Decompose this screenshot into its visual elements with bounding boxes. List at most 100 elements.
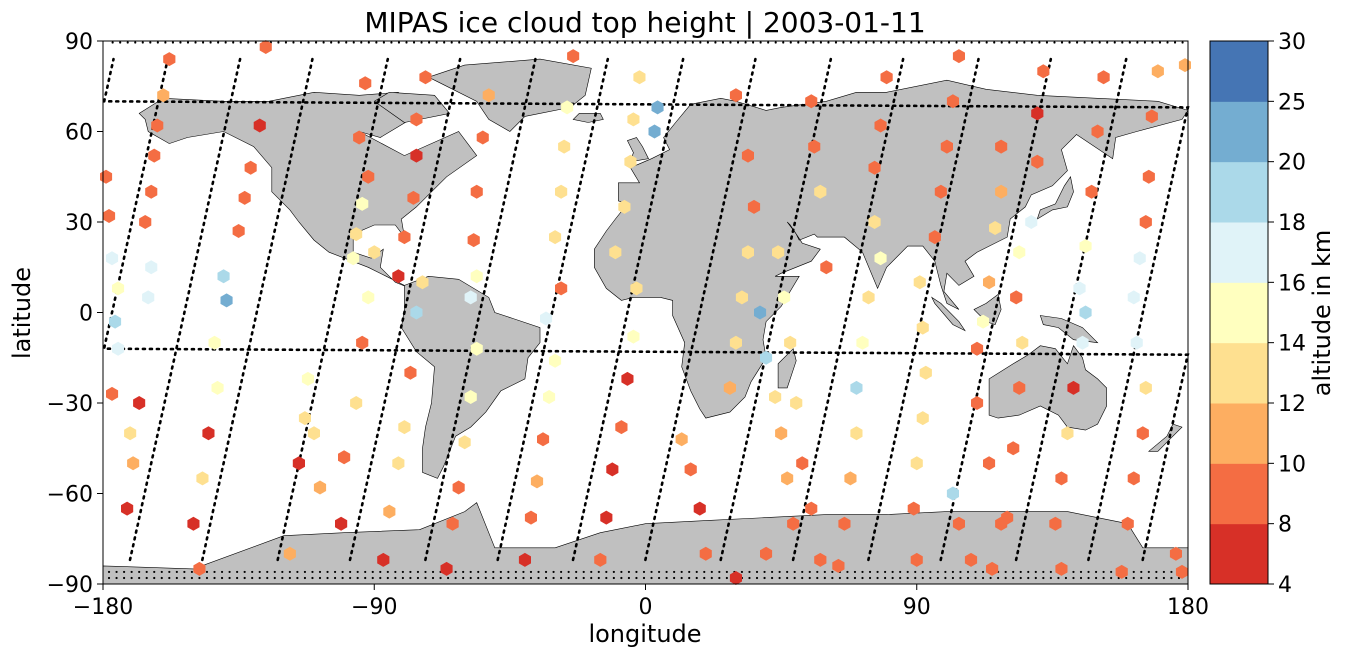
track-dot: [473, 41, 476, 44]
track-dot: [650, 570, 653, 574]
track-dot: [164, 41, 167, 44]
track-dot: [522, 570, 525, 574]
track-dot: [763, 570, 766, 574]
track-dot: [458, 41, 461, 44]
cloud-top-marker: [1001, 510, 1014, 525]
track-dot: [1181, 41, 1184, 44]
track-dot: [360, 41, 363, 44]
track-dot: [431, 576, 435, 580]
cloud-top-marker: [971, 396, 984, 410]
track-dot: [179, 41, 182, 44]
track-dot: [978, 41, 981, 44]
track-dot: [333, 576, 337, 580]
colorbar-tick-label: 20: [1278, 151, 1306, 176]
track-dot: [567, 576, 570, 580]
orbit-track: [496, 57, 610, 562]
orbit-track: [201, 57, 314, 562]
track-dot: [1136, 41, 1139, 44]
track-dot: [552, 576, 555, 580]
cloud-top-marker: [464, 390, 477, 404]
y-tick-label: 60: [65, 121, 93, 146]
cloud-top-marker: [350, 227, 363, 242]
track-dot: [819, 41, 823, 44]
y-tick-label: −90: [47, 573, 93, 598]
cloud-top-marker: [814, 552, 827, 567]
cloud-top-marker: [1136, 426, 1149, 441]
cloud-top-marker: [820, 260, 833, 275]
track-dot: [853, 570, 857, 574]
orbit-track: [102, 57, 1190, 562]
track-dot: [341, 570, 344, 574]
cloud-top-marker: [1115, 564, 1128, 579]
cloud-top-marker: [187, 516, 200, 531]
track-dot: [590, 570, 593, 574]
y-tick-label: 0: [79, 302, 93, 327]
cloud-top-marker: [940, 139, 953, 154]
cloud-top-marker: [142, 290, 155, 305]
track-dot: [409, 576, 412, 580]
cloud-top-marker: [772, 245, 785, 260]
orbit-track: [571, 57, 685, 562]
cloud-top-marker: [1073, 281, 1086, 296]
track-dot: [507, 576, 510, 580]
track-dot: [1079, 570, 1083, 574]
track-dot: [1023, 41, 1026, 44]
track-dot: [1027, 576, 1030, 580]
x-axis-label: longitude: [588, 620, 701, 648]
track-dot: [326, 570, 329, 574]
track-dot: [213, 576, 216, 580]
cloud-top-marker: [112, 341, 125, 356]
track-dot: [868, 576, 872, 580]
track-dot: [281, 570, 284, 574]
cloud-top-marker: [482, 88, 495, 103]
track-dot: [793, 576, 796, 580]
track-dot: [228, 570, 231, 574]
cloud-top-marker: [398, 230, 411, 245]
track-dot: [1132, 570, 1135, 574]
track-dot: [220, 576, 224, 580]
cloud-top-marker: [760, 546, 773, 561]
cloud-top-marker: [910, 456, 923, 471]
cloud-top-marker: [148, 148, 161, 163]
cloud-top-marker: [253, 118, 266, 133]
cloud-top-marker: [916, 320, 929, 335]
track-dot: [382, 41, 385, 44]
track-dot: [974, 576, 977, 580]
plot-area: [100, 40, 1191, 585]
track-dot: [1091, 41, 1094, 44]
track-dot: [183, 576, 186, 580]
track-dot: [1087, 576, 1090, 580]
track-dot: [394, 570, 397, 574]
cloud-top-marker: [410, 112, 423, 127]
track-dot: [544, 570, 548, 574]
track-dot: [865, 41, 868, 44]
track-dot: [763, 576, 766, 580]
track-dot: [823, 570, 826, 574]
track-dot: [138, 570, 141, 574]
track-dot: [1162, 576, 1165, 580]
cloud-top-marker: [202, 426, 215, 441]
orbit-track: [348, 57, 462, 562]
track-dot: [767, 41, 770, 44]
track-dot: [718, 576, 721, 580]
cloud-top-marker: [1142, 169, 1155, 184]
track-dot: [416, 570, 420, 574]
cloud-top-marker: [627, 329, 640, 344]
track-dot: [153, 570, 156, 574]
cloud-top-marker: [555, 281, 568, 296]
track-dot: [899, 570, 902, 574]
track-dot: [288, 576, 291, 580]
track-dot: [759, 41, 762, 44]
track-dot: [232, 41, 235, 44]
track-dot: [642, 576, 646, 580]
cloud-top-marker: [392, 456, 405, 471]
track-dot: [477, 576, 480, 580]
colorbar-tick-label: 18: [1278, 211, 1306, 236]
cloud-top-marker: [356, 335, 369, 350]
track-dot: [412, 41, 416, 44]
cloud-top-marker: [600, 510, 613, 525]
cloud-top-marker: [983, 275, 996, 290]
track-dot: [416, 576, 420, 580]
track-dot: [1019, 576, 1022, 580]
track-dot: [612, 570, 615, 574]
